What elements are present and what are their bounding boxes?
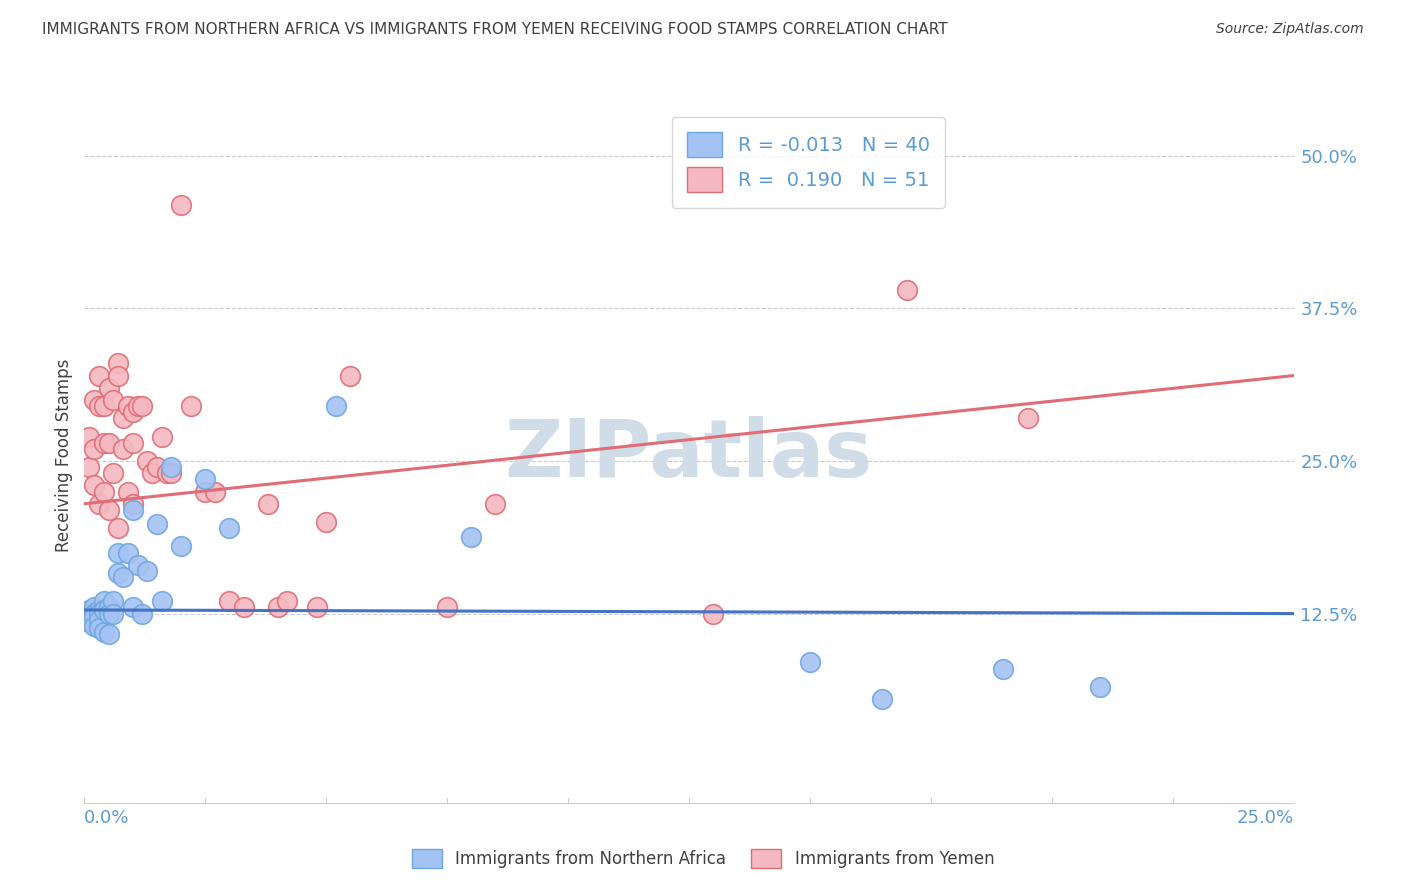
- Point: [107, 566, 129, 581]
- Text: 0.0%: 0.0%: [84, 809, 129, 827]
- Point: [194, 484, 217, 499]
- Point: [87, 399, 110, 413]
- Point: [103, 392, 125, 407]
- Point: [121, 600, 143, 615]
- Point: [77, 603, 100, 617]
- Point: [127, 558, 149, 572]
- Point: [233, 600, 256, 615]
- Point: [97, 381, 120, 395]
- Point: [112, 411, 135, 425]
- Point: [117, 399, 139, 413]
- Point: [146, 517, 169, 532]
- Point: [194, 472, 217, 486]
- Point: [131, 399, 153, 413]
- Point: [97, 627, 120, 641]
- Point: [87, 621, 110, 635]
- Point: [117, 545, 139, 559]
- Point: [83, 610, 105, 624]
- Point: [107, 521, 129, 535]
- Point: [97, 607, 120, 621]
- Point: [77, 429, 100, 443]
- Point: [180, 399, 202, 413]
- Point: [93, 399, 115, 413]
- Point: [97, 600, 120, 615]
- Point: [993, 661, 1015, 675]
- Point: [83, 442, 105, 456]
- Point: [107, 545, 129, 559]
- Point: [136, 564, 159, 578]
- Point: [325, 399, 347, 413]
- Point: [1088, 680, 1111, 694]
- Point: [83, 607, 105, 621]
- Text: ZIPatlas: ZIPatlas: [505, 416, 873, 494]
- Point: [276, 594, 298, 608]
- Text: Source: ZipAtlas.com: Source: ZipAtlas.com: [1216, 22, 1364, 37]
- Point: [121, 503, 143, 517]
- Text: 25.0%: 25.0%: [1236, 809, 1294, 827]
- Point: [872, 692, 894, 706]
- Point: [131, 607, 153, 621]
- Point: [77, 607, 100, 621]
- Point: [93, 594, 115, 608]
- Point: [87, 497, 110, 511]
- Point: [103, 594, 125, 608]
- Point: [121, 405, 143, 419]
- Point: [315, 515, 337, 529]
- Point: [305, 600, 328, 615]
- Point: [160, 467, 183, 481]
- Point: [93, 435, 115, 450]
- Legend: Immigrants from Northern Africa, Immigrants from Yemen: Immigrants from Northern Africa, Immigra…: [405, 842, 1001, 875]
- Point: [87, 613, 110, 627]
- Point: [204, 484, 226, 499]
- Point: [170, 197, 193, 211]
- Point: [150, 429, 173, 443]
- Point: [257, 497, 280, 511]
- Point: [77, 615, 100, 629]
- Text: IMMIGRANTS FROM NORTHERN AFRICA VS IMMIGRANTS FROM YEMEN RECEIVING FOOD STAMPS C: IMMIGRANTS FROM NORTHERN AFRICA VS IMMIG…: [42, 22, 948, 37]
- Point: [121, 497, 143, 511]
- Point: [436, 600, 458, 615]
- Point: [83, 619, 105, 633]
- Y-axis label: Receiving Food Stamps: Receiving Food Stamps: [55, 359, 73, 551]
- Point: [93, 484, 115, 499]
- Point: [267, 600, 290, 615]
- Point: [93, 603, 115, 617]
- Point: [121, 435, 143, 450]
- Point: [127, 399, 149, 413]
- Point: [141, 467, 163, 481]
- Point: [107, 368, 129, 383]
- Point: [97, 435, 120, 450]
- Point: [160, 460, 183, 475]
- Point: [146, 460, 169, 475]
- Point: [117, 484, 139, 499]
- Point: [218, 521, 240, 535]
- Point: [103, 607, 125, 621]
- Point: [339, 368, 361, 383]
- Point: [170, 540, 193, 554]
- Point: [93, 624, 115, 639]
- Point: [218, 594, 240, 608]
- Point: [83, 478, 105, 492]
- Point: [460, 530, 482, 544]
- Point: [1017, 411, 1039, 425]
- Point: [155, 467, 177, 481]
- Point: [87, 368, 110, 383]
- Point: [799, 656, 821, 670]
- Legend: R = -0.013   N = 40, R =  0.190   N = 51: R = -0.013 N = 40, R = 0.190 N = 51: [672, 117, 945, 208]
- Point: [107, 356, 129, 370]
- Point: [112, 570, 135, 584]
- Point: [83, 600, 105, 615]
- Point: [896, 283, 918, 297]
- Point: [87, 607, 110, 621]
- Point: [112, 442, 135, 456]
- Point: [103, 467, 125, 481]
- Point: [83, 392, 105, 407]
- Point: [87, 603, 110, 617]
- Point: [136, 454, 159, 468]
- Point: [702, 607, 724, 621]
- Point: [97, 503, 120, 517]
- Point: [77, 460, 100, 475]
- Point: [150, 594, 173, 608]
- Point: [484, 497, 506, 511]
